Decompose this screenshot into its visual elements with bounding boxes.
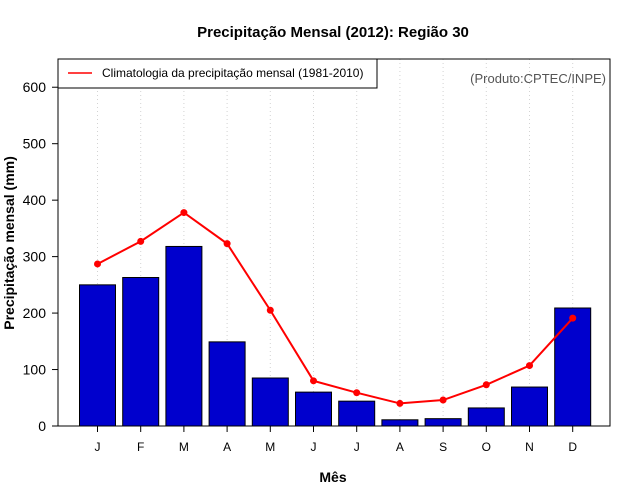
climatology-point-11 (526, 362, 533, 370)
y-tick-label: 200 (23, 305, 47, 321)
x-tick-label: O (482, 440, 491, 454)
x-tick-label: F (137, 440, 144, 454)
y-tick-label: 600 (23, 79, 47, 95)
climatology-point-8 (396, 399, 404, 407)
bar-8 (381, 419, 419, 427)
y-tick-label: 100 (23, 362, 47, 378)
legend-label: Climatologia da precipitação mensal (198… (102, 66, 363, 80)
x-tick-label: A (396, 440, 404, 454)
source-annotation: (Produto:CPTEC/INPE) (470, 71, 606, 86)
y-tick-label: 400 (23, 192, 47, 208)
climatology-point-1 (94, 260, 101, 268)
x-tick-label: J (354, 440, 360, 454)
bar-3 (165, 245, 203, 427)
y-tick-label: 0 (38, 418, 46, 434)
chart-title: Precipitação Mensal (2012): Região 30 (197, 24, 469, 41)
climatology-point-9 (439, 396, 447, 404)
bar-5 (251, 377, 289, 427)
bar-6 (295, 391, 332, 427)
climatology-point-6 (310, 377, 317, 385)
x-tick-label: M (265, 440, 275, 454)
bar-7 (338, 400, 376, 427)
climatology-series-line (97, 211, 574, 405)
bar-10 (467, 407, 505, 427)
x-tick-label: A (223, 440, 231, 454)
bar-9 (424, 418, 462, 427)
climatology-point-12 (569, 314, 577, 322)
climatology-point-10 (482, 381, 490, 389)
y-tick-label: 500 (23, 136, 47, 152)
climatology-point-5 (266, 306, 274, 314)
x-tick-label: D (568, 440, 577, 454)
climatology-point-7 (353, 389, 361, 397)
climatology-point-4 (223, 240, 231, 248)
bar-4 (208, 341, 246, 427)
y-axis-label: Precipitação mensal (mm) (1, 156, 17, 330)
legend-box (57, 58, 378, 89)
bar-12 (554, 307, 592, 427)
climatology-point-2 (137, 237, 145, 245)
x-tick-label: N (525, 440, 534, 454)
bar-2 (122, 277, 160, 427)
x-tick-label: S (439, 440, 447, 454)
bars (79, 245, 592, 427)
bar-1 (79, 284, 116, 427)
y-axis: 0 100 200 300 400 500 600 (23, 79, 58, 434)
x-axis-label: Mês (319, 469, 346, 485)
climatology-line (94, 209, 577, 407)
legend: Climatologia da precipitação mensal (198… (57, 58, 378, 89)
x-tick-label: J (95, 440, 101, 454)
x-tick-label: J (311, 440, 317, 454)
y-tick-label: 300 (23, 249, 47, 265)
bar-11 (511, 386, 548, 427)
x-tick-label: M (179, 440, 189, 454)
climatology-point-3 (180, 209, 188, 217)
